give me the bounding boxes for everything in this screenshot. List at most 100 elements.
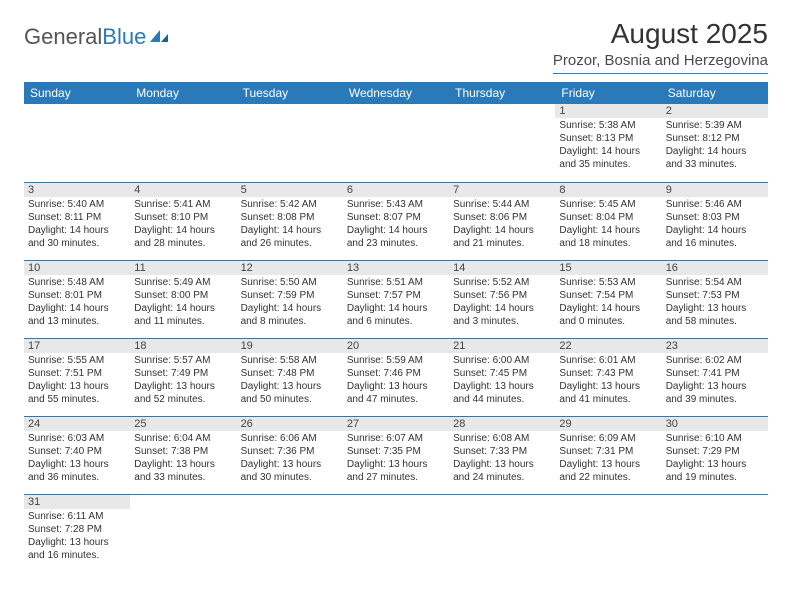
day-number: 25 (130, 417, 236, 431)
day-number: 5 (237, 183, 343, 197)
day-number: 13 (343, 261, 449, 275)
daylight-line: Daylight: 14 hours and 26 minutes. (241, 224, 339, 250)
calendar-cell: 1Sunrise: 5:38 AMSunset: 8:13 PMDaylight… (555, 104, 661, 182)
day-details: Sunrise: 6:01 AMSunset: 7:43 PMDaylight:… (555, 353, 661, 408)
day-number: 20 (343, 339, 449, 353)
calendar-cell: 13Sunrise: 5:51 AMSunset: 7:57 PMDayligh… (343, 260, 449, 338)
sunrise-line: Sunrise: 6:09 AM (559, 432, 657, 445)
location: Prozor, Bosnia and Herzegovina (553, 52, 768, 69)
day-number: 12 (237, 261, 343, 275)
daylight-line: Daylight: 14 hours and 11 minutes. (134, 302, 232, 328)
day-details: Sunrise: 5:46 AMSunset: 8:03 PMDaylight:… (662, 197, 768, 252)
calendar-cell (130, 104, 236, 182)
day-number: 27 (343, 417, 449, 431)
day-details: Sunrise: 6:00 AMSunset: 7:45 PMDaylight:… (449, 353, 555, 408)
day-details: Sunrise: 5:38 AMSunset: 8:13 PMDaylight:… (555, 118, 661, 173)
sunrise-line: Sunrise: 6:11 AM (28, 510, 126, 523)
daylight-line: Daylight: 14 hours and 3 minutes. (453, 302, 551, 328)
calendar-cell: 4Sunrise: 5:41 AMSunset: 8:10 PMDaylight… (130, 182, 236, 260)
sunrise-line: Sunrise: 5:50 AM (241, 276, 339, 289)
calendar-cell (130, 494, 236, 572)
calendar-table: SundayMondayTuesdayWednesdayThursdayFrid… (24, 82, 768, 572)
daylight-line: Daylight: 13 hours and 41 minutes. (559, 380, 657, 406)
calendar-cell: 27Sunrise: 6:07 AMSunset: 7:35 PMDayligh… (343, 416, 449, 494)
day-number: 1 (555, 104, 661, 118)
sunrise-line: Sunrise: 5:44 AM (453, 198, 551, 211)
daylight-line: Daylight: 14 hours and 6 minutes. (347, 302, 445, 328)
calendar-cell: 15Sunrise: 5:53 AMSunset: 7:54 PMDayligh… (555, 260, 661, 338)
calendar-body: 1Sunrise: 5:38 AMSunset: 8:13 PMDaylight… (24, 104, 768, 572)
sunrise-line: Sunrise: 5:38 AM (559, 119, 657, 132)
sunrise-line: Sunrise: 6:02 AM (666, 354, 764, 367)
sunset-line: Sunset: 8:07 PM (347, 211, 445, 224)
daylight-line: Daylight: 14 hours and 18 minutes. (559, 224, 657, 250)
calendar-cell: 14Sunrise: 5:52 AMSunset: 7:56 PMDayligh… (449, 260, 555, 338)
weekday-header: Saturday (662, 82, 768, 104)
sunset-line: Sunset: 7:36 PM (241, 445, 339, 458)
title-block: August 2025 Prozor, Bosnia and Herzegovi… (553, 18, 768, 74)
day-details: Sunrise: 5:58 AMSunset: 7:48 PMDaylight:… (237, 353, 343, 408)
day-number: 6 (343, 183, 449, 197)
day-number: 18 (130, 339, 236, 353)
calendar-cell (24, 104, 130, 182)
calendar-cell (237, 494, 343, 572)
day-details: Sunrise: 5:42 AMSunset: 8:08 PMDaylight:… (237, 197, 343, 252)
sunset-line: Sunset: 7:51 PM (28, 367, 126, 380)
daylight-line: Daylight: 13 hours and 55 minutes. (28, 380, 126, 406)
logo-text-blue: Blue (102, 24, 146, 50)
sunset-line: Sunset: 8:12 PM (666, 132, 764, 145)
sunrise-line: Sunrise: 5:57 AM (134, 354, 232, 367)
day-number: 19 (237, 339, 343, 353)
sunset-line: Sunset: 7:38 PM (134, 445, 232, 458)
weekday-header: Wednesday (343, 82, 449, 104)
sunrise-line: Sunrise: 6:10 AM (666, 432, 764, 445)
daylight-line: Daylight: 13 hours and 27 minutes. (347, 458, 445, 484)
calendar-cell (343, 494, 449, 572)
day-details: Sunrise: 6:07 AMSunset: 7:35 PMDaylight:… (343, 431, 449, 486)
sunset-line: Sunset: 7:59 PM (241, 289, 339, 302)
daylight-line: Daylight: 13 hours and 24 minutes. (453, 458, 551, 484)
calendar-cell: 24Sunrise: 6:03 AMSunset: 7:40 PMDayligh… (24, 416, 130, 494)
sunrise-line: Sunrise: 6:01 AM (559, 354, 657, 367)
logo-text-general: General (24, 24, 102, 50)
day-details: Sunrise: 6:02 AMSunset: 7:41 PMDaylight:… (662, 353, 768, 408)
calendar-cell: 16Sunrise: 5:54 AMSunset: 7:53 PMDayligh… (662, 260, 768, 338)
calendar-cell: 30Sunrise: 6:10 AMSunset: 7:29 PMDayligh… (662, 416, 768, 494)
sunset-line: Sunset: 7:49 PM (134, 367, 232, 380)
calendar-cell: 31Sunrise: 6:11 AMSunset: 7:28 PMDayligh… (24, 494, 130, 572)
weekday-header: Tuesday (237, 82, 343, 104)
calendar-cell: 17Sunrise: 5:55 AMSunset: 7:51 PMDayligh… (24, 338, 130, 416)
daylight-line: Daylight: 14 hours and 33 minutes. (666, 145, 764, 171)
sunset-line: Sunset: 7:45 PM (453, 367, 551, 380)
daylight-line: Daylight: 13 hours and 44 minutes. (453, 380, 551, 406)
calendar-cell: 28Sunrise: 6:08 AMSunset: 7:33 PMDayligh… (449, 416, 555, 494)
sunset-line: Sunset: 8:06 PM (453, 211, 551, 224)
day-details: Sunrise: 5:49 AMSunset: 8:00 PMDaylight:… (130, 275, 236, 330)
header: GeneralBlue August 2025 Prozor, Bosnia a… (24, 18, 768, 74)
day-details: Sunrise: 5:57 AMSunset: 7:49 PMDaylight:… (130, 353, 236, 408)
day-number: 21 (449, 339, 555, 353)
calendar-cell: 20Sunrise: 5:59 AMSunset: 7:46 PMDayligh… (343, 338, 449, 416)
day-details: Sunrise: 5:51 AMSunset: 7:57 PMDaylight:… (343, 275, 449, 330)
sunrise-line: Sunrise: 5:53 AM (559, 276, 657, 289)
calendar-cell: 11Sunrise: 5:49 AMSunset: 8:00 PMDayligh… (130, 260, 236, 338)
day-number: 28 (449, 417, 555, 431)
calendar-cell: 9Sunrise: 5:46 AMSunset: 8:03 PMDaylight… (662, 182, 768, 260)
weekday-header: Monday (130, 82, 236, 104)
weekday-header-row: SundayMondayTuesdayWednesdayThursdayFrid… (24, 82, 768, 104)
sunset-line: Sunset: 8:08 PM (241, 211, 339, 224)
sunset-line: Sunset: 7:41 PM (666, 367, 764, 380)
day-details: Sunrise: 6:06 AMSunset: 7:36 PMDaylight:… (237, 431, 343, 486)
day-number: 8 (555, 183, 661, 197)
sunset-line: Sunset: 7:43 PM (559, 367, 657, 380)
day-number: 2 (662, 104, 768, 118)
sunset-line: Sunset: 7:33 PM (453, 445, 551, 458)
day-number: 23 (662, 339, 768, 353)
calendar-cell: 6Sunrise: 5:43 AMSunset: 8:07 PMDaylight… (343, 182, 449, 260)
day-number: 4 (130, 183, 236, 197)
calendar-cell: 10Sunrise: 5:48 AMSunset: 8:01 PMDayligh… (24, 260, 130, 338)
day-number: 10 (24, 261, 130, 275)
sunset-line: Sunset: 8:13 PM (559, 132, 657, 145)
day-details: Sunrise: 5:39 AMSunset: 8:12 PMDaylight:… (662, 118, 768, 173)
calendar-cell: 8Sunrise: 5:45 AMSunset: 8:04 PMDaylight… (555, 182, 661, 260)
